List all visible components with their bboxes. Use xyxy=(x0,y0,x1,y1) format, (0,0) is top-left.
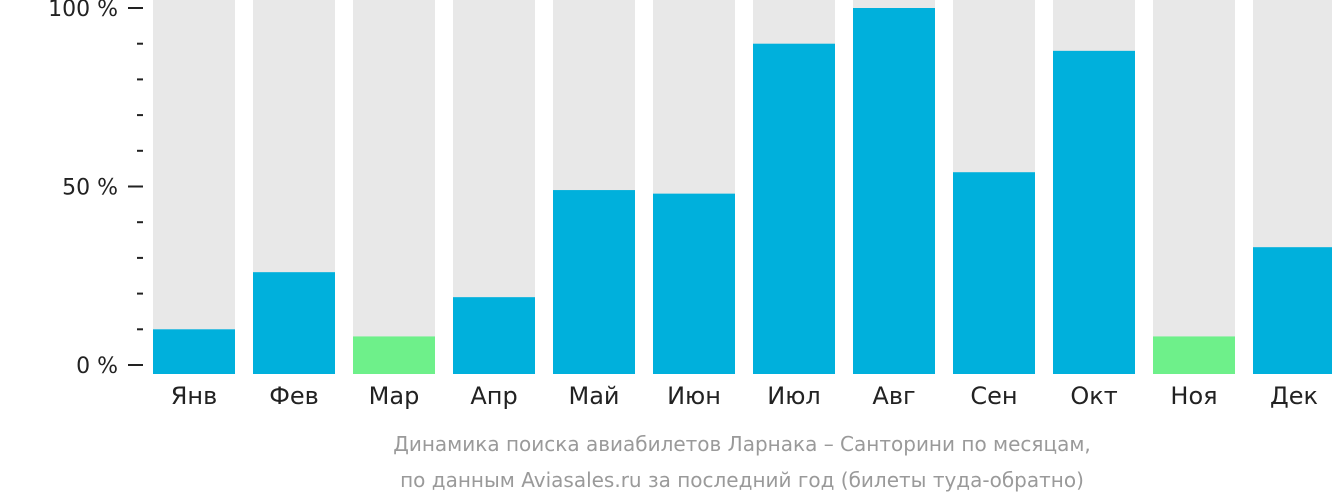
x-tick-label-month-12: Дек xyxy=(1270,382,1318,410)
x-tick-label-month-2: Фев xyxy=(269,382,319,410)
bar-month-3 xyxy=(353,336,435,374)
chart-caption: Динамика поиска авиабилетов Ларнака – Са… xyxy=(393,432,1091,492)
bar-month-5 xyxy=(553,190,635,374)
bar-month-10 xyxy=(1053,50,1135,375)
y-tick-label-50: 50 % xyxy=(62,176,118,201)
x-axis-labels: Янв Фев Мар Апр Май Июн Июл Авг Сен Окт Ноя Дек xyxy=(171,382,1318,410)
x-tick-label-month-3: Мар xyxy=(369,382,420,410)
bar-month-12 xyxy=(1253,247,1332,374)
caption-line-1: Динамика поиска авиабилетов Ларнака – Са… xyxy=(393,432,1091,456)
bar-month-2 xyxy=(253,272,335,374)
background-bar-month-3 xyxy=(353,0,435,374)
data-bars xyxy=(153,8,1332,375)
x-tick-label-month-8: Авг xyxy=(872,382,915,410)
x-tick-label-month-11: Ноя xyxy=(1170,382,1217,410)
x-tick-label-month-9: Сен xyxy=(970,382,1017,410)
bar-month-7 xyxy=(753,43,835,374)
x-tick-label-month-1: Янв xyxy=(171,382,218,410)
bar-month-11 xyxy=(1153,336,1235,374)
bar-month-1 xyxy=(153,329,235,374)
bar-month-9 xyxy=(953,172,1035,374)
background-bar-month-11 xyxy=(1153,0,1235,374)
y-tick-label-0: 0 % xyxy=(76,354,118,379)
y-axis: 0 % 50 % 100 % xyxy=(48,0,143,379)
bar-month-4 xyxy=(453,297,535,374)
x-tick-label-month-5: Май xyxy=(568,382,619,410)
x-tick-label-month-10: Окт xyxy=(1070,382,1117,410)
bar-month-8 xyxy=(853,8,935,374)
caption-line-2: по данным Aviasales.ru за последний год … xyxy=(400,468,1084,492)
y-tick-label-100: 100 % xyxy=(48,0,118,22)
x-tick-label-month-7: Июл xyxy=(767,382,821,410)
background-bar-month-1 xyxy=(153,0,235,374)
x-tick-label-month-6: Июн xyxy=(667,382,721,410)
x-tick-label-month-4: Апр xyxy=(470,382,517,410)
bar-month-6 xyxy=(653,193,735,374)
